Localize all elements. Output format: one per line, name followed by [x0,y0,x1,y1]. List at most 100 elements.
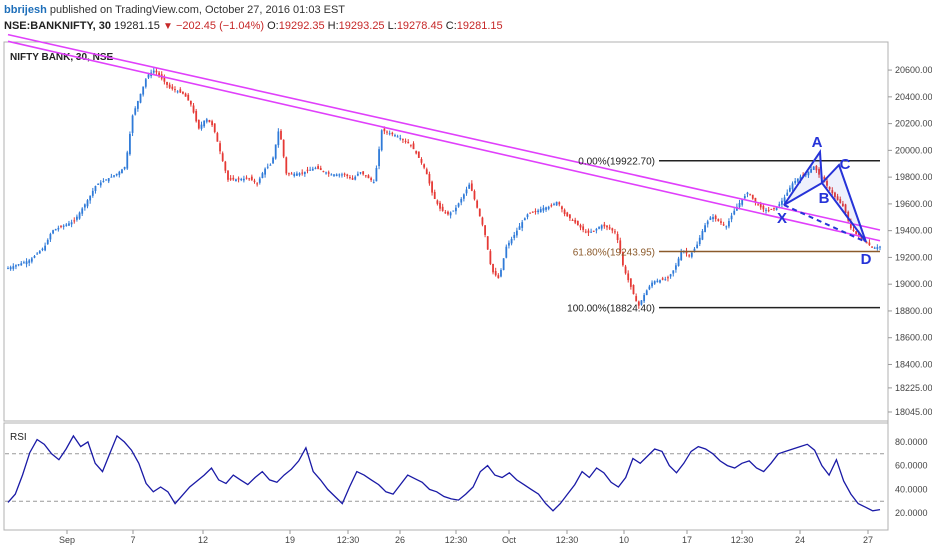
candle-body [322,171,325,173]
candle-body [295,173,298,176]
candle-body [494,270,497,276]
rsi-line [7,434,881,512]
candle-body [523,218,526,221]
harmonic-pattern[interactable]: X A BC D [777,134,872,268]
candle-body [855,231,858,234]
candle-body [672,270,675,274]
high-value: 19293.25 [338,20,385,32]
candle-body [836,196,839,201]
candle-body [68,223,70,226]
candle-body [759,203,762,208]
down-arrow-icon: ▼ [162,21,173,32]
candle-body [274,144,277,159]
candle-body [258,178,261,183]
candle-body [645,290,648,296]
price-tick-label: 20400.00 [895,92,932,102]
candle-body [765,209,767,211]
candle-body [447,211,449,215]
candle-body [396,136,399,138]
candle-body [205,119,208,122]
candle-body [123,166,126,169]
candle-body [508,242,510,246]
candle-body [282,139,285,157]
candle-body [168,84,171,88]
time-tick-label: 24 [795,535,805,545]
candle-body [563,209,566,215]
candle-body [526,214,529,218]
candle-body [94,186,97,191]
price-change: −202.45 (−1.04%) [175,20,265,32]
candle-body [264,168,266,175]
candle-body [743,196,746,199]
candle-body [505,246,508,258]
author-name[interactable]: bbrijesh [4,4,47,16]
candle-body [25,261,28,265]
candle-body [272,157,274,164]
candle-body [611,228,614,231]
candle-body [826,180,828,186]
candle-body [415,151,418,154]
candle-body [383,128,386,132]
candle-body [341,174,343,176]
candle-body [566,212,569,217]
candle-body [717,219,720,221]
candle-body [653,281,656,284]
rsi-pane-frame [3,422,889,531]
candlestick-series [7,67,881,309]
candle-body [510,238,513,244]
price-tick-label: 19400.00 [895,226,932,236]
candle-body [868,242,871,246]
candle-body [248,178,251,180]
candle-body [693,248,696,253]
candle-body [579,225,582,228]
candle-body [844,204,847,213]
candle-body [616,234,619,240]
candle-body [555,201,558,206]
candle-body [285,157,288,174]
candle-body [643,295,646,302]
candle-body [799,176,802,181]
candle-body [311,168,314,171]
trendlines[interactable] [7,33,881,242]
candle-body [677,258,680,266]
candle-body [309,169,312,171]
candle-body [399,138,402,140]
rsi-tick-label: 40.0000 [895,484,928,494]
candle-body [640,300,643,305]
candle-body [698,237,701,245]
rsi-tick-label: 20.0000 [895,508,928,518]
candle-body [38,251,41,254]
pattern-point-label: A [812,134,823,151]
candle-body [500,269,502,277]
candle-body [788,187,791,192]
candle-body [656,280,659,283]
candle-body [484,225,486,235]
candle-body [733,210,736,215]
candle-body [372,182,375,184]
candle-body [476,200,479,208]
candle-body [52,230,54,234]
candle-body [558,202,561,205]
fib-level-label: 100.00%(18824.40) [567,304,655,315]
price-tick-label: 20200.00 [895,119,932,129]
candle-body [521,222,524,228]
candle-body [189,101,192,105]
candle-body [457,203,460,207]
candle-body [335,174,338,177]
time-axis: Sep 7 12 19 12:30 26 12:30 Oct 12:30 10 17 12:30 24 2… [59,530,873,545]
fibonacci-retracement[interactable]: 0.00%(19922.70) 61.80%(19243.95) 100.00%(1… [567,157,880,315]
time-tick-label: Sep [59,535,75,545]
candle-body [762,205,765,210]
candle-body [473,190,476,200]
candle-body [871,246,873,248]
candle-body [576,220,579,226]
candle-body [720,221,722,223]
candle-body [356,173,359,176]
time-tick-label: 12:30 [556,535,579,545]
candle-body [139,93,142,103]
rsi-tick-label: 80.0000 [895,437,928,447]
candle-body [86,200,89,207]
candle-body [712,217,714,220]
candle-body [195,110,198,122]
